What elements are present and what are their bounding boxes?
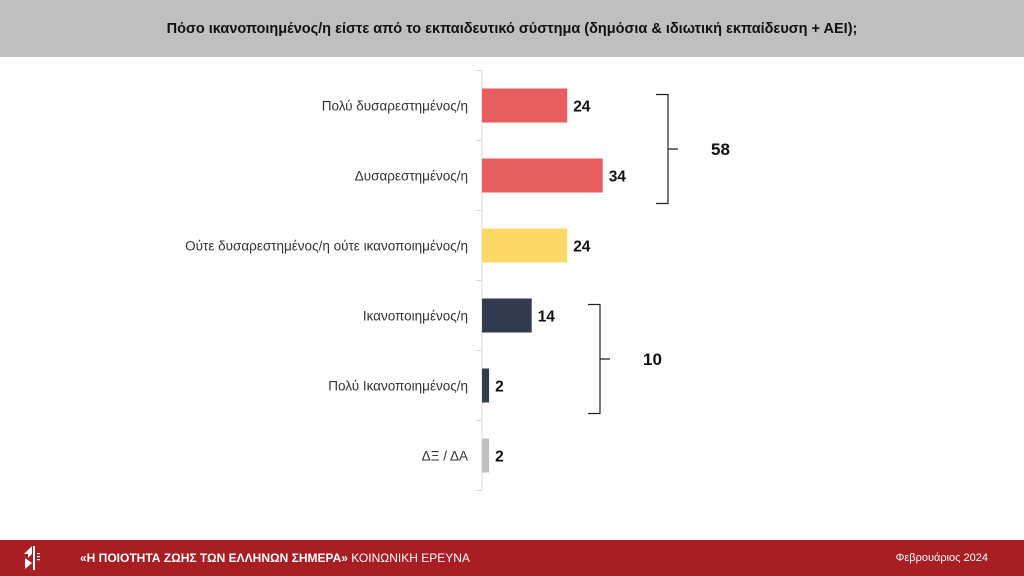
category-label: Ούτε δυσαρεστημένος/η ούτε ικανοποιημένο…	[185, 239, 468, 254]
category-label: Δυσαρεστημένος/η	[355, 169, 468, 184]
bar	[482, 228, 568, 263]
data-label: 14	[538, 309, 556, 326]
data-label: 34	[609, 169, 627, 186]
chart-header: Πόσο ικανοποιημένος/η είστε από το εκπαι…	[0, 0, 1024, 57]
group-bracket	[588, 303, 610, 415]
bar	[482, 368, 490, 403]
organization-logo-icon	[24, 546, 40, 570]
footer-date: Φεβρουάριος 2024	[895, 552, 988, 564]
category-label: Ικανοποιημένος/η	[363, 309, 468, 324]
data-label: 2	[495, 449, 504, 466]
group-bracket	[656, 93, 678, 205]
group-total-label: 58	[711, 140, 730, 159]
data-label: 24	[573, 99, 591, 116]
category-label: Πολύ Ικανοποιημένος/η	[328, 379, 468, 394]
footer-brand-text: «Η ΠΟΙΟΤΗΤΑ ΖΩΗΣ ΤΩΝ ΕΛΛΗΝΩΝ ΣΗΜΕΡΑ» ΚΟΙ…	[80, 551, 470, 565]
data-label: 2	[495, 379, 504, 396]
bar-chart: Πολύ δυσαρεστημένος/η 24 Δυσαρεστημένος/η 3…	[185, 70, 730, 491]
footer-bar: «Η ΠΟΙΟΤΗΤΑ ΖΩΗΣ ΤΩΝ ΕΛΛΗΝΩΝ ΣΗΜΕΡΑ» ΚΟΙ…	[0, 540, 1024, 576]
footer-brand-strong: «Η ΠΟΙΟΤΗΤΑ ΖΩΗΣ ΤΩΝ ΕΛΛΗΝΩΝ ΣΗΜΕΡΑ»	[80, 551, 348, 565]
bar	[482, 298, 532, 333]
bar	[482, 438, 490, 473]
bar	[482, 158, 603, 193]
category-label: Πολύ δυσαρεστημένος/η	[322, 99, 468, 114]
bar	[482, 88, 568, 123]
chart-title: Πόσο ικανοποιημένος/η είστε από το εκπαι…	[166, 20, 858, 37]
data-label: 24	[573, 239, 591, 256]
group-total-label: 10	[643, 350, 662, 369]
category-label: ΔΞ / ΔΑ	[422, 449, 468, 464]
footer-brand-rest: ΚΟΙΝΩΝΙΚΗ ΕΡΕΥΝΑ	[347, 551, 470, 565]
